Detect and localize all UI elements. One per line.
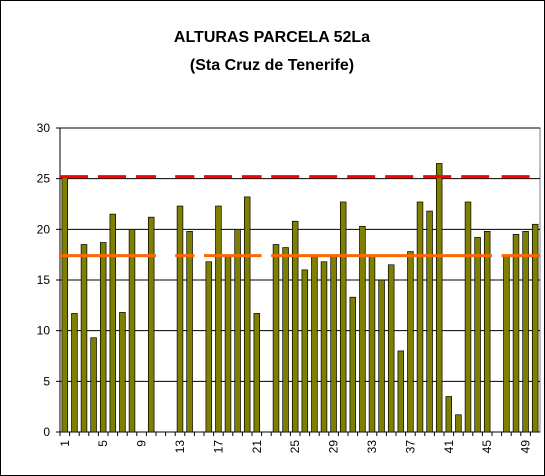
bar bbox=[378, 279, 385, 433]
bar bbox=[531, 223, 539, 433]
y-tick-label: 30 bbox=[37, 121, 51, 135]
bar bbox=[215, 205, 222, 433]
x-tick-label: 5 bbox=[96, 440, 110, 447]
bar bbox=[311, 256, 318, 433]
bar bbox=[119, 312, 126, 433]
bar bbox=[205, 261, 213, 433]
bar bbox=[147, 216, 155, 433]
bar bbox=[90, 337, 97, 433]
x-tick-label: 41 bbox=[442, 440, 456, 454]
bar bbox=[455, 414, 462, 433]
bar bbox=[272, 244, 280, 433]
x-tick-label: 21 bbox=[250, 440, 264, 454]
bar bbox=[186, 231, 193, 433]
bar bbox=[397, 350, 405, 433]
bar bbox=[368, 256, 376, 433]
y-tick-label: 10 bbox=[37, 324, 51, 338]
x-tick-label: 45 bbox=[480, 440, 494, 454]
y-tick-label: 15 bbox=[37, 273, 51, 287]
bar bbox=[387, 264, 395, 433]
bar bbox=[407, 251, 414, 433]
bar bbox=[435, 163, 443, 433]
x-tick-label: 1 bbox=[58, 440, 72, 447]
bar bbox=[128, 228, 136, 433]
y-tick-label: 5 bbox=[43, 374, 50, 388]
bar bbox=[291, 220, 299, 433]
bar bbox=[474, 237, 481, 433]
x-tick-label: 49 bbox=[519, 440, 533, 454]
bar bbox=[522, 231, 529, 433]
bar bbox=[483, 231, 491, 433]
bar bbox=[416, 201, 424, 433]
x-tick-label: 9 bbox=[135, 440, 149, 447]
bar bbox=[61, 176, 69, 433]
bar bbox=[320, 261, 328, 433]
x-tick-label: 13 bbox=[173, 440, 187, 454]
y-tick-label: 20 bbox=[37, 222, 51, 236]
bar bbox=[301, 269, 309, 433]
bar bbox=[330, 256, 337, 433]
y-tick-label: 25 bbox=[37, 172, 51, 186]
bar bbox=[80, 244, 88, 433]
bar bbox=[359, 225, 366, 433]
chart-subtitle: (Sta Cruz de Tenerife) bbox=[190, 57, 354, 74]
bar bbox=[109, 213, 117, 433]
bar bbox=[176, 205, 184, 433]
x-tick-label: 29 bbox=[327, 440, 341, 454]
bar bbox=[71, 313, 78, 433]
bar bbox=[224, 256, 232, 433]
bar bbox=[464, 201, 472, 433]
x-tick-label: 17 bbox=[211, 440, 225, 454]
x-tick-label: 33 bbox=[365, 440, 379, 454]
x-tick-label: 37 bbox=[403, 440, 417, 454]
bar bbox=[339, 201, 347, 433]
bar bbox=[426, 210, 433, 433]
bar bbox=[234, 228, 241, 433]
bar bbox=[282, 247, 289, 433]
bar bbox=[243, 196, 251, 433]
bar bbox=[253, 313, 261, 433]
y-tick-label: 0 bbox=[43, 425, 50, 439]
x-tick-label: 25 bbox=[288, 440, 302, 454]
bar bbox=[349, 296, 357, 433]
bar bbox=[503, 256, 510, 433]
chart-title: ALTURAS PARCELA 52La bbox=[174, 29, 370, 46]
bar bbox=[99, 242, 107, 433]
bar bbox=[512, 234, 520, 433]
bar bbox=[445, 396, 453, 433]
